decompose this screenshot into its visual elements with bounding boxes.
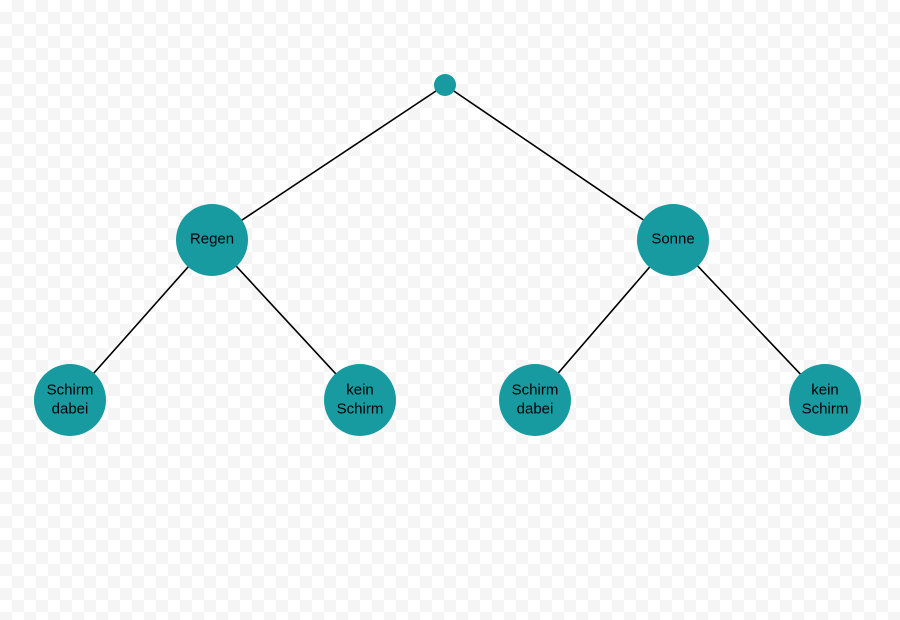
tree-node-regen: Regen	[176, 204, 248, 276]
tree-edge	[212, 85, 445, 240]
tree-node-label: kein Schirm	[337, 381, 384, 419]
tree-node-l4: kein Schirm	[789, 364, 861, 436]
tree-node-l1: Schirm dabei	[34, 364, 106, 436]
tree-node-label: Schirm dabei	[47, 381, 94, 419]
tree-node-sonne: Sonne	[637, 204, 709, 276]
tree-node-l2: kein Schirm	[324, 364, 396, 436]
tree-node-label: kein Schirm	[802, 381, 849, 419]
tree-node-l3: Schirm dabei	[499, 364, 571, 436]
tree-node-label: Regen	[190, 231, 234, 250]
tree-node-root	[434, 74, 456, 96]
tree-edge	[445, 85, 673, 240]
tree-node-label: Schirm dabei	[512, 381, 559, 419]
tree-node-label: Sonne	[651, 231, 694, 250]
tree-diagram: Regen Sonne Schirm dabei kein Schirm Schirm …	[0, 0, 900, 620]
